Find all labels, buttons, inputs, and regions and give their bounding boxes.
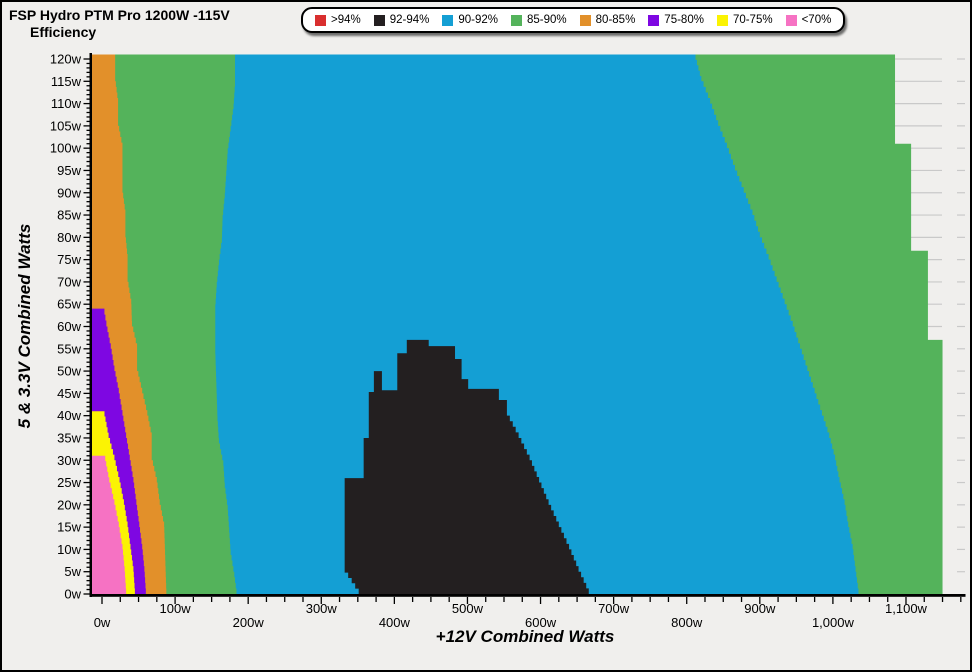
legend-item: 80-85% [579, 14, 636, 26]
legend-swatch [511, 14, 523, 26]
x-tick-label: 600w [525, 615, 557, 630]
legend-swatch [442, 14, 454, 26]
y-tick-label: 5w [64, 564, 81, 579]
legend-swatch [716, 14, 728, 26]
y-tick-label: 65w [57, 297, 81, 312]
plot-area [91, 54, 965, 595]
chart-title: FSP Hydro PTM Pro 1200W -115V Efficiency [9, 7, 230, 41]
legend-item: 70-75% [716, 14, 773, 26]
y-tick-label: 70w [57, 274, 81, 289]
y-tick-label: 105w [50, 118, 82, 133]
y-tick-label: 0w [64, 587, 81, 602]
y-tick-label: 20w [57, 497, 81, 512]
x-axis-line [89, 594, 966, 597]
legend-item-label: 92-94% [389, 14, 430, 26]
y-tick-label: 115w [51, 74, 82, 89]
legend-swatch [373, 14, 385, 26]
y-tick-label: 30w [57, 453, 81, 468]
y-tick-label: 90w [57, 185, 81, 200]
y-tick-label: 85w [57, 208, 81, 223]
legend-item: >94% [315, 14, 361, 26]
y-tick-label: 60w [57, 319, 81, 334]
legend-item: 92-94% [373, 14, 430, 26]
chart-title-line1: FSP Hydro PTM Pro 1200W -115V [9, 7, 230, 23]
region-92-94 [344, 339, 589, 594]
y-tick-label: 95w [57, 163, 81, 178]
axes [89, 53, 966, 597]
y-tick-label: 110w [51, 96, 82, 111]
legend-item-label: 75-80% [664, 14, 704, 26]
legend-item-label: <70% [801, 14, 832, 26]
x-tick-label: 300w [306, 601, 338, 616]
y-tick-label: 40w [57, 408, 81, 423]
legend-swatch [315, 14, 326, 26]
legend-item-label: >94% [331, 14, 361, 26]
y-tick-label: 80w [57, 230, 81, 245]
legend-item: 90-92% [442, 14, 498, 26]
x-tick-label: 1,000w [812, 615, 855, 630]
y-tick-label: 25w [57, 475, 81, 490]
y-tick-label: 15w [57, 520, 81, 535]
x-tick-label: 900w [744, 601, 776, 616]
legend-item-label: 90-92% [458, 14, 499, 26]
x-axis-title: +12V Combined Watts [435, 627, 615, 646]
region-70 [91, 455, 127, 594]
legend-item-label: 70-75% [732, 14, 773, 26]
y-tick-label: 55w [57, 341, 81, 356]
y-tick-label: 100w [50, 141, 82, 156]
legend-swatch [648, 14, 660, 26]
y-tick-label: 50w [57, 364, 81, 379]
y-tick-label: 35w [57, 430, 81, 445]
legend-item: 85-90% [511, 14, 567, 26]
chart-title-line2: Efficiency [30, 24, 97, 40]
y-axis-line [89, 53, 92, 597]
x-tick-label: 200w [233, 615, 265, 630]
y-tick-label: 45w [57, 386, 81, 401]
y-tick-label: 75w [57, 252, 81, 267]
x-tick-label: 700w [598, 601, 630, 616]
x-tick-label: 1,100w [885, 601, 928, 616]
x-tick-label: 0w [94, 615, 111, 630]
y-tick-label: 120w [50, 52, 82, 67]
y-tick-label: 10w [57, 542, 81, 557]
y-axis-ticks: 0w 5w 10w 15w 20w 25w 30w 35w 40w 45w 50w 55w 60w 65w… [50, 52, 90, 602]
x-tick-label: 800w [671, 615, 703, 630]
legend-item: 75-80% [648, 14, 704, 26]
legend-item-label: 85-90% [527, 14, 567, 26]
x-axis-ticks: 0w 100w 200w 300w 400w 500w 600w 700w 800w 900w 1,… [94, 597, 962, 630]
legend-item-label: 80-85% [595, 14, 636, 26]
legend-swatch [579, 14, 591, 26]
x-tick-label: 100w [160, 601, 192, 616]
x-tick-label: 400w [379, 615, 411, 630]
legend: >94% 92-94% 90-92% 85-90% 80-85% 75-80% 70-75%… [301, 7, 846, 33]
legend-swatch [785, 14, 797, 26]
legend-item: <70% [785, 14, 832, 26]
x-tick-label: 500w [452, 601, 484, 616]
